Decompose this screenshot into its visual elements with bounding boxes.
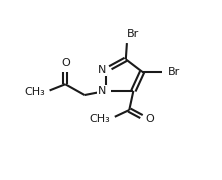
Text: O: O bbox=[61, 58, 70, 68]
Text: CH₃: CH₃ bbox=[90, 114, 110, 124]
Text: N: N bbox=[98, 65, 106, 75]
Text: Br: Br bbox=[167, 67, 180, 77]
Text: CH₃: CH₃ bbox=[24, 87, 45, 97]
Text: N: N bbox=[98, 86, 106, 96]
Text: Br: Br bbox=[127, 29, 139, 39]
Text: O: O bbox=[146, 114, 155, 124]
